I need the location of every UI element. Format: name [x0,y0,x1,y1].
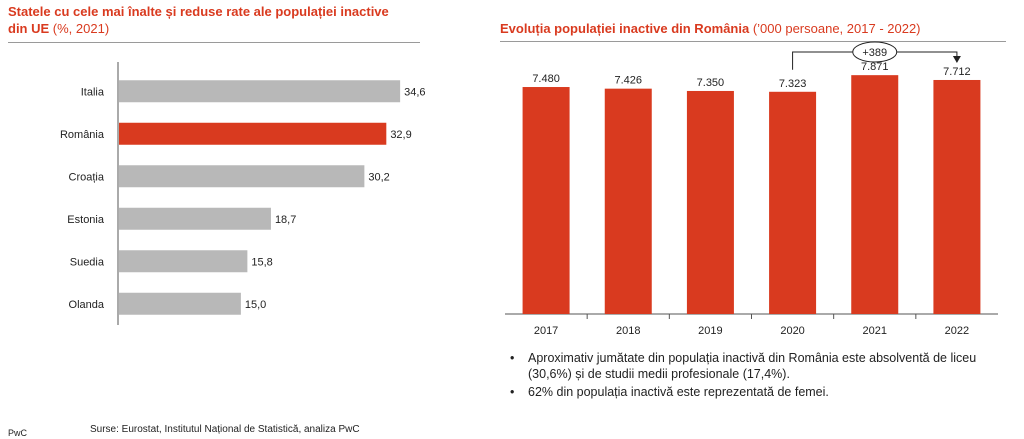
left-title-divider [8,42,420,43]
bar-estonia [119,207,271,230]
category-label: Croația [69,171,105,183]
eu-inactivity-bar-chart: Italia 34,6 România 32,9 Croația 30,2 Estonia 1… [60,62,426,325]
bar-2018 [604,88,652,315]
value-label: 15,8 [251,256,272,268]
right-chart-title-main: Evoluția populației inactive din România [500,21,750,36]
category-label: Italia [81,86,105,98]
bar-suedia [119,250,248,273]
value-label: 18,7 [275,214,296,226]
left-chart-title-main: Statele cu cele mai înalte și reduse rat… [8,4,389,36]
bullet-marker: • [510,351,515,365]
value-label: 7.480 [532,73,560,85]
value-label: 7.871 [861,61,889,73]
value-label: 32,9 [390,129,411,141]
right-title-divider [500,41,1006,42]
value-label: 34,6 [404,86,425,98]
left-chart-title-note: (%, 2021) [49,21,110,36]
bar-2021 [851,75,899,315]
year-label: 2022 [945,325,969,337]
source-note: Surse: Eurostat, Institutul Național de … [90,424,360,435]
year-label: 2017 [534,325,558,337]
key-findings: • Aproximativ jumătate din populația ina… [510,350,1015,402]
bar-românia [119,122,387,145]
year-label: 2019 [698,325,722,337]
finding-item: • 62% din populația inactivă este reprez… [510,384,1015,400]
value-label: 15,0 [245,299,266,311]
bar-2017 [522,87,570,314]
year-label: 2021 [863,325,887,337]
year-label: 2018 [616,325,640,337]
value-label: 30,2 [368,171,389,183]
value-label: 7.323 [779,78,807,90]
change-label: +389 [862,47,887,59]
finding-text: Aproximativ jumătate din populația inact… [528,351,977,381]
footer-brand: PwC [8,428,28,438]
finding-text: 62% din populația inactivă este reprezen… [528,385,829,399]
bullet-marker: • [510,385,515,399]
value-label: 7.426 [614,75,642,87]
finding-item: • Aproximativ jumătate din populația ina… [510,350,1015,382]
bar-italia [119,80,401,103]
category-label: Suedia [70,256,105,268]
bar-2022 [933,79,981,315]
category-label: Estonia [67,214,105,226]
change-badge [852,41,898,63]
value-label: 7.712 [943,66,971,78]
bar-olanda [119,292,241,315]
romania-inactive-population-chart: 7.480 2017 7.426 2018 7.350 2019 7.323 2020 7.87… [505,41,998,337]
bar-2020 [769,91,817,315]
bar-2019 [686,90,734,314]
right-chart-title-note: (’000 persoane, 2017 - 2022) [749,21,921,36]
value-label: 7.350 [697,77,725,89]
category-label: România [60,129,105,141]
change-arrow-head [952,55,961,63]
left-chart-title: Statele cu cele mai înalte și reduse rat… [8,3,408,37]
bar-croația [119,165,365,188]
right-chart-title: Evoluția populației inactive din România… [500,20,1020,37]
category-label: Olanda [69,299,105,311]
year-label: 2020 [780,325,804,337]
